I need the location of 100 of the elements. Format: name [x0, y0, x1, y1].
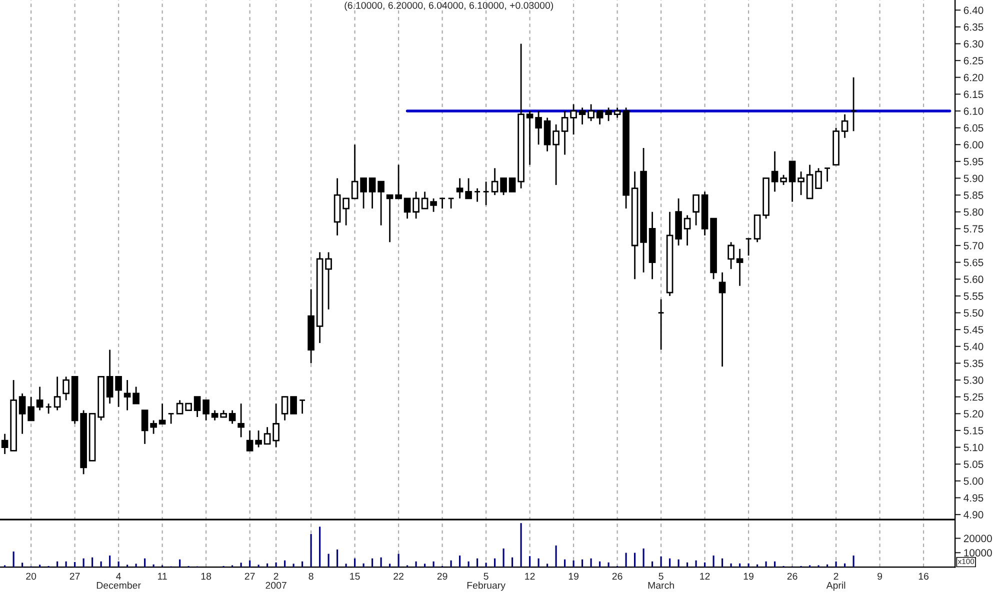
- candlestick: [158, 402, 166, 424]
- candlestick: [141, 410, 148, 445]
- candlestick: [298, 400, 306, 414]
- y-tick-label: 5.35: [964, 360, 984, 368]
- y-tick-label: 5.90: [964, 174, 984, 182]
- x-tick-label: 8: [308, 572, 314, 580]
- y2-tick-label: 20000: [964, 534, 992, 542]
- candlestick: [526, 110, 534, 166]
- y-tick-label: 6.00: [964, 141, 984, 148]
- y-tick-label: 5.45: [964, 326, 984, 334]
- x-tick-label: 27: [70, 572, 80, 580]
- y-tick-label: 5.80: [964, 208, 984, 216]
- candlestick: [578, 106, 586, 126]
- x-tick-label: 5 March: [648, 572, 674, 589]
- candlestick: [351, 144, 358, 200]
- y-tick-label: 5.75: [964, 225, 984, 233]
- candlestick: [448, 198, 454, 210]
- candlestick: [596, 110, 604, 126]
- candlestick: [360, 178, 367, 210]
- x-tick-label: 26: [612, 572, 622, 580]
- y-tick-label: 5.65: [964, 258, 984, 266]
- y2-tick-label: 10000: [964, 549, 992, 557]
- candlestick: [194, 396, 201, 418]
- y-tick-label: 5.10: [964, 444, 984, 452]
- y-tick-label: 5.40: [964, 342, 984, 350]
- x-tick-label: 4 December: [96, 572, 141, 589]
- x-tick-label: 27: [244, 572, 255, 580]
- candlestick: [561, 110, 568, 156]
- y-tick-label: 6.25: [964, 57, 984, 64]
- chart-title: (6.10000, 6.20000, 6.04000, 6.10000, +0.03000): [344, 2, 554, 11]
- x-tick-label: 2 2007: [266, 572, 286, 589]
- candlestick: [272, 402, 280, 448]
- candlestick: [482, 180, 490, 206]
- x-tick-label: 20: [26, 572, 36, 580]
- candlestick: [728, 241, 734, 270]
- candlestick: [771, 150, 778, 192]
- candlestick: [754, 214, 761, 243]
- x-tick-label: 11: [158, 572, 167, 580]
- candlestick: [508, 178, 516, 192]
- y-tick-label: 6.40: [964, 6, 984, 14]
- candlestick: [745, 238, 752, 256]
- candlestick: [692, 194, 700, 226]
- y-tick-label: 5.50: [964, 309, 984, 317]
- candlestick: [684, 214, 691, 246]
- x-tick-label: 26: [787, 572, 798, 580]
- candlestick: [246, 430, 254, 452]
- candlestick: [544, 117, 551, 152]
- candlestick: [465, 178, 472, 200]
- candlestick: [18, 392, 26, 435]
- candlestick: [238, 402, 244, 438]
- candlestick: [124, 379, 131, 411]
- candlestick: [281, 396, 288, 422]
- candlestick: [378, 180, 384, 226]
- candlestick: [806, 164, 814, 200]
- x-tick-label: 9: [878, 572, 882, 580]
- candlestick: [115, 376, 122, 408]
- candlestick: [264, 426, 271, 445]
- candlestick: [386, 194, 394, 243]
- y-tick-label: 5.55: [964, 292, 984, 300]
- y-tick-label: 4.95: [964, 494, 984, 502]
- candlestick: [62, 376, 70, 401]
- x-tick-label: 15: [350, 572, 360, 580]
- candlestick: [841, 114, 848, 139]
- y-tick-label: 5.85: [964, 192, 984, 199]
- candlestick: [228, 410, 236, 424]
- candlestick: [605, 106, 612, 122]
- candlestick: [438, 198, 446, 210]
- candlestick: [850, 76, 857, 132]
- y-tick-label: 5.05: [964, 460, 984, 468]
- candlestick: [780, 174, 787, 186]
- x-tick-label: 29: [437, 572, 448, 580]
- candlestick: [491, 167, 498, 196]
- candlestick: [588, 104, 594, 122]
- x-tick-label: 12: [525, 572, 535, 580]
- candlestick: [404, 198, 411, 220]
- y-tick-label: 6.05: [964, 124, 984, 132]
- y-tick-label: 6.15: [964, 90, 984, 98]
- candlestick: [430, 198, 437, 213]
- candlestick: [718, 272, 726, 368]
- candlestick: [1, 433, 8, 455]
- y-tick-label: 6.30: [964, 40, 984, 48]
- candlestick: [176, 400, 184, 414]
- x-tick-label: 22: [394, 572, 404, 580]
- candlestick: [456, 178, 464, 200]
- candlestick: [106, 349, 114, 404]
- candlestick: [290, 396, 297, 414]
- candlestick: [202, 400, 210, 422]
- y-tick-label: 5.30: [964, 376, 984, 384]
- y-tick-label: 6.10: [964, 107, 984, 115]
- candlestick: [54, 376, 61, 411]
- y-tick-label: 5.60: [964, 276, 984, 284]
- x-tick-label: 5 February: [467, 572, 506, 591]
- y-tick-label: 5.20: [964, 410, 984, 418]
- candlestick: [658, 298, 664, 350]
- x-tick-label: 19: [568, 572, 578, 580]
- x-tick-label: 12: [700, 572, 710, 580]
- y-tick-label: 5.00: [964, 477, 984, 485]
- candlestick: [36, 386, 44, 411]
- candlestick: [325, 252, 332, 310]
- candlestick: [535, 110, 542, 146]
